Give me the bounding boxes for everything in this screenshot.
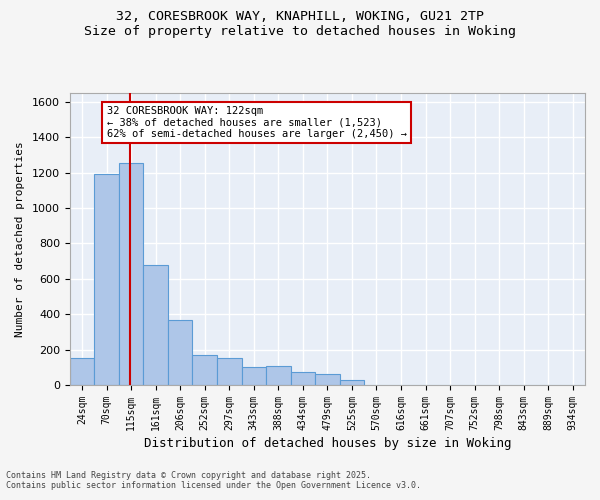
- Bar: [119, 163, 143, 385]
- Bar: [193, 355, 217, 385]
- Bar: [168, 320, 193, 385]
- Bar: [70, 358, 94, 385]
- X-axis label: Distribution of detached houses by size in Woking: Distribution of detached houses by size …: [143, 437, 511, 450]
- Text: 32, CORESBROOK WAY, KNAPHILL, WOKING, GU21 2TP
Size of property relative to deta: 32, CORESBROOK WAY, KNAPHILL, WOKING, GU…: [84, 10, 516, 38]
- Bar: [266, 366, 290, 385]
- Bar: [242, 368, 266, 385]
- Bar: [94, 174, 119, 385]
- Bar: [217, 358, 242, 385]
- Y-axis label: Number of detached properties: Number of detached properties: [15, 141, 25, 337]
- Text: Contains HM Land Registry data © Crown copyright and database right 2025.
Contai: Contains HM Land Registry data © Crown c…: [6, 470, 421, 490]
- Bar: [143, 264, 168, 385]
- Text: 32 CORESBROOK WAY: 122sqm
← 38% of detached houses are smaller (1,523)
62% of se: 32 CORESBROOK WAY: 122sqm ← 38% of detac…: [107, 106, 407, 140]
- Bar: [340, 380, 364, 385]
- Bar: [315, 374, 340, 385]
- Bar: [290, 372, 315, 385]
